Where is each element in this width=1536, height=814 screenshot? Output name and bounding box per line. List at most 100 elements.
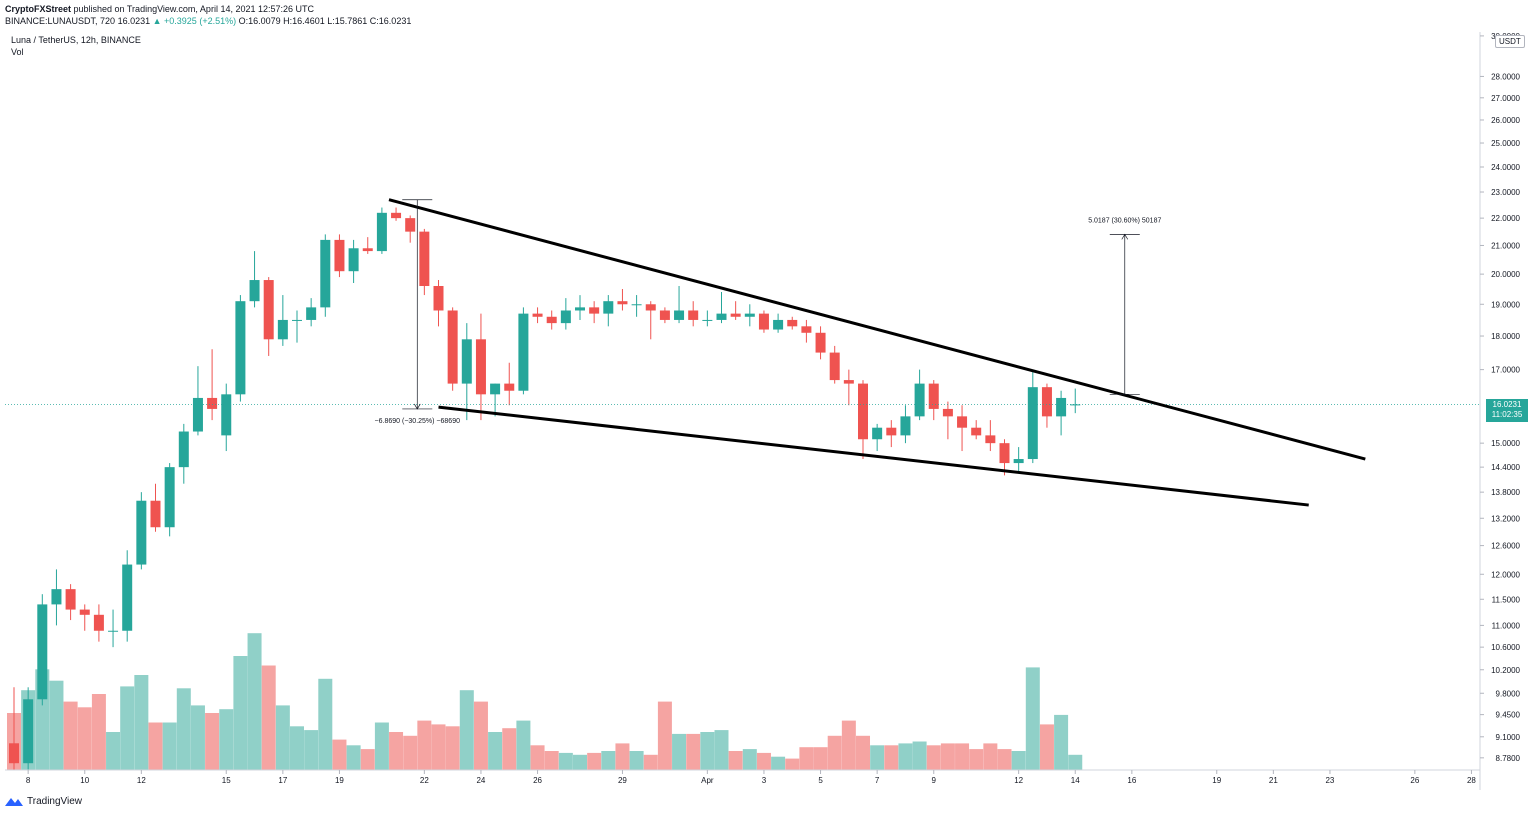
price-tick-label: 11.0000: [1492, 621, 1521, 630]
price-tick-label: 23.0000: [1491, 188, 1520, 197]
candle-body: [504, 383, 515, 391]
volume-bar: [898, 743, 913, 770]
volume-bar: [544, 751, 559, 770]
candle-body: [93, 614, 104, 631]
time-tick-label: 3: [762, 776, 767, 785]
time-tick-label: 7: [875, 776, 880, 785]
volume-bar: [969, 749, 984, 770]
last-price-value: 16.0231: [1492, 400, 1522, 409]
volume-bar: [360, 749, 375, 770]
candle-body: [928, 383, 939, 409]
candle-body: [532, 313, 543, 317]
candle-body: [744, 313, 755, 317]
volume-bar: [601, 751, 616, 770]
volume-bar: [403, 735, 418, 770]
price-tick-label: 27.0000: [1491, 94, 1520, 103]
price-tick-label: 9.1000: [1496, 733, 1521, 742]
publish-header: CryptoFXStreet published on TradingView.…: [5, 3, 411, 27]
candle-body: [843, 380, 854, 384]
volume-bar: [997, 749, 1012, 770]
candle-body: [150, 500, 161, 528]
candle-body: [1041, 387, 1052, 417]
volume-bar: [134, 675, 149, 770]
time-tick-label: 23: [1325, 776, 1334, 785]
volume-bar: [332, 739, 347, 770]
price-tick-label: 12.0000: [1491, 570, 1520, 579]
bar-countdown: 11:02:35: [1491, 410, 1523, 419]
time-tick-label: 19: [1212, 776, 1221, 785]
time-tick-label: 26: [533, 776, 542, 785]
volume-bar: [955, 743, 970, 770]
candle-body: [376, 212, 387, 252]
candle-body: [79, 609, 90, 615]
candle-body: [136, 500, 147, 565]
measure-arrowhead: [1121, 233, 1129, 240]
trendline-upper: [388, 198, 1366, 461]
candle-body: [942, 408, 953, 417]
change-value: ▲ +0.3925 (+2.51%): [152, 16, 237, 26]
price-tick-label: 10.2000: [1491, 666, 1520, 675]
volume-bar: [176, 688, 191, 770]
time-tick-label: 26: [1410, 776, 1419, 785]
volume-bar: [856, 735, 870, 770]
price-tick-label: 21.0000: [1491, 241, 1520, 250]
volume-title[interactable]: Vol: [11, 47, 24, 57]
volume-bar: [926, 745, 941, 770]
volume-bar: [346, 745, 361, 770]
volume-bar: [120, 686, 135, 770]
candle-body: [971, 427, 982, 436]
candle-body: [405, 218, 416, 232]
candle-body: [985, 435, 996, 444]
candle-body: [631, 304, 642, 306]
footer-brand[interactable]: TradingView: [4, 795, 82, 807]
candle-body: [815, 332, 826, 353]
volume-bar: [657, 701, 672, 770]
published-text: published on TradingView.com, April 14, …: [71, 4, 315, 14]
symbol-title[interactable]: Luna / TetherUS, 12h, BINANCE: [11, 35, 141, 45]
price-tick-label: 25.0000: [1491, 139, 1520, 148]
candle-body: [475, 339, 486, 395]
candle-body: [886, 427, 897, 436]
symbol-interval: BINANCE:LUNAUSDT, 720: [5, 16, 116, 26]
time-tick-label: 22: [420, 776, 429, 785]
candle-body: [801, 326, 812, 333]
candle-body: [773, 319, 784, 330]
volume-bar: [1068, 754, 1083, 770]
candle-body: [433, 286, 444, 311]
candle-body: [957, 416, 968, 428]
candle-body: [51, 589, 62, 605]
volume-bar: [870, 745, 885, 770]
volume-bar: [275, 705, 290, 770]
publisher-name[interactable]: CryptoFXStreet: [5, 4, 72, 14]
volume-bar: [219, 709, 234, 770]
ohlc-readout: BINANCE:LUNAUSDT, 720 16.0231 ▲ +0.3925 …: [5, 15, 411, 27]
measure-arrowhead: [413, 403, 421, 410]
candle-body: [900, 416, 911, 436]
high-value: H:16.4601: [283, 16, 325, 26]
volume-bar: [261, 665, 276, 770]
volume-bar: [827, 735, 842, 770]
candle-body: [65, 589, 76, 610]
candle-body: [320, 239, 331, 308]
volume-bar: [742, 749, 757, 770]
time-tick-label: 21: [1269, 776, 1278, 785]
currency-badge[interactable]: USDT: [1495, 35, 1525, 48]
volume-bar: [389, 732, 404, 770]
candle-body: [999, 443, 1010, 464]
candle-body: [787, 319, 798, 327]
price-tick-label: 9.8000: [1496, 689, 1521, 698]
volume-bar: [615, 743, 630, 770]
volume-bar: [318, 678, 333, 770]
volume-bar: [162, 722, 177, 770]
candle-body: [263, 280, 274, 340]
candle-body: [362, 248, 373, 252]
candle-body: [674, 310, 685, 320]
price-tick-label: 13.8000: [1491, 488, 1520, 497]
candle-body: [122, 564, 133, 631]
candle-body: [37, 604, 48, 700]
price-tick-label: 12.6000: [1491, 542, 1520, 551]
volume-bar: [1025, 667, 1040, 770]
last-value: 16.0231: [117, 16, 151, 26]
candle-body: [108, 630, 119, 632]
